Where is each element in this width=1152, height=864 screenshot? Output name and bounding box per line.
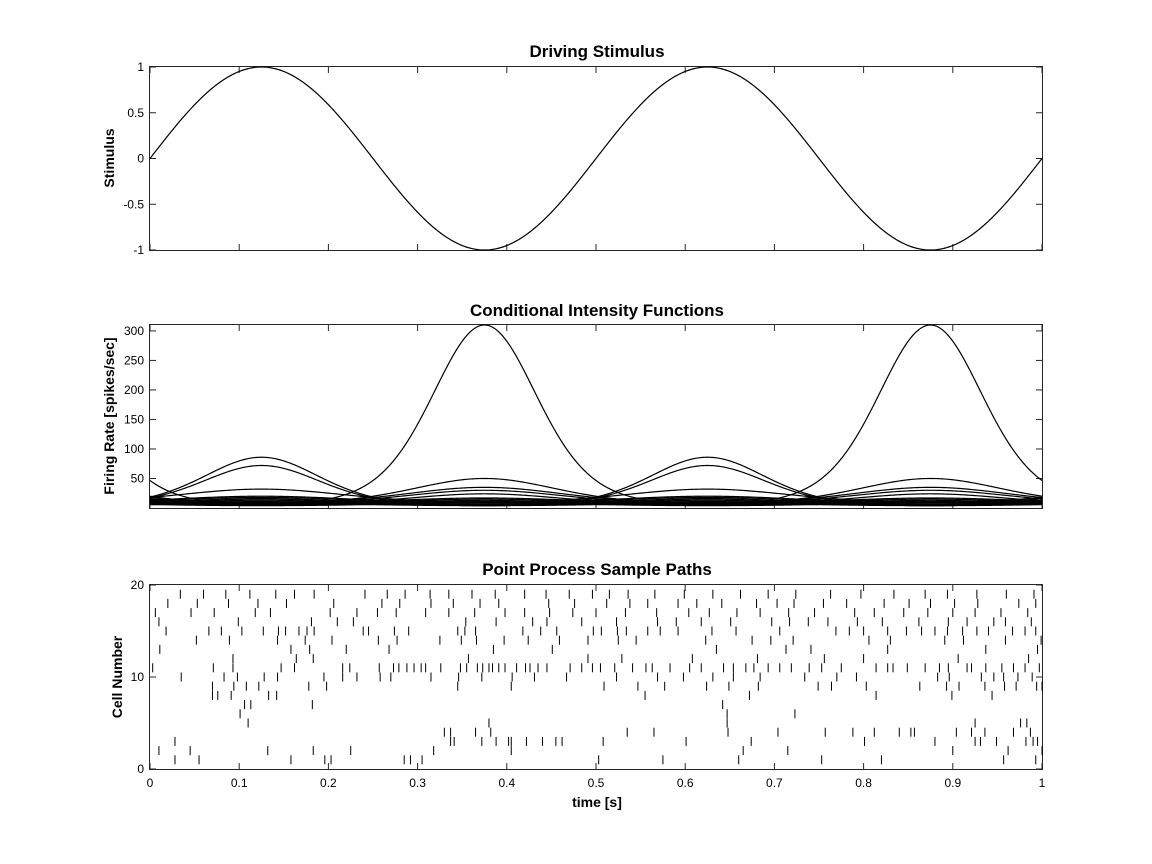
x-tick-label: 1 [1039, 776, 1046, 790]
intensity-title: Conditional Intensity Functions [470, 301, 724, 320]
raster-y-ticks: 0 10 20 [131, 578, 1042, 776]
y-tick-label: 0 [137, 762, 144, 776]
stimulus-ylabel: Stimulus [101, 128, 117, 187]
raster-spikes [152, 589, 1043, 765]
intensity-ylabel: Firing Rate [spikes/sec] [101, 337, 117, 494]
raster-ylabel: Cell Number [109, 635, 125, 718]
x-tick-label: 0.3 [409, 776, 426, 790]
x-tick-label: 0.7 [766, 776, 783, 790]
y-tick-label: 0.5 [127, 106, 144, 120]
y-tick-label: 150 [124, 412, 144, 426]
intensity-series-18 [149, 501, 1043, 506]
panel-raster: Point Process Sample Paths 0 10 20 0 0.1 0.2… [109, 560, 1046, 810]
raster-x-ticks: 0 0.1 0.2 0.3 0.4 0.5 0.6 0.7 0.8 0.9 1 [147, 585, 1046, 790]
x-tick-label: 0.4 [498, 776, 515, 790]
y-tick-label: 50 [131, 471, 145, 485]
y-tick-label: -0.5 [123, 197, 144, 211]
intensity-series-20 [149, 502, 1043, 507]
intensity-y-ticks: 50 100 150 200 250 300 [124, 324, 1043, 508]
raster-title: Point Process Sample Paths [482, 560, 712, 579]
y-tick-label: 10 [131, 670, 145, 684]
y-tick-label: 0 [137, 152, 144, 166]
x-tick-label: 0.6 [677, 776, 694, 790]
y-tick-label: 200 [124, 383, 144, 397]
intensity-series-1 [149, 324, 1043, 505]
x-tick-label: 0.9 [944, 776, 961, 790]
raster-xlabel: time [s] [572, 794, 622, 810]
raster-axes-frame [149, 584, 1043, 770]
stimulus-y-ticks: -1 -0.5 0 0.5 1 [123, 60, 1043, 257]
x-tick-label: 0 [147, 776, 154, 790]
panel-stimulus: Driving Stimulus -1 -0.5 0 0.5 1 Stimulus [101, 42, 1043, 257]
y-tick-label: 1 [137, 60, 144, 74]
panel-intensity: Conditional Intensity Functions 50 100 150… [101, 301, 1043, 509]
y-tick-label: 300 [124, 324, 144, 338]
stimulus-series-line [149, 66, 1043, 251]
y-tick-label: -1 [133, 243, 144, 257]
x-tick-label: 0.1 [231, 776, 248, 790]
x-tick-label: 0.2 [320, 776, 337, 790]
x-tick-label: 0.8 [855, 776, 872, 790]
intensity-axes-frame [149, 324, 1043, 509]
y-tick-label: 100 [124, 442, 144, 456]
intensity-series-16 [149, 500, 1043, 506]
y-tick-label: 20 [131, 578, 145, 592]
y-tick-label: 250 [124, 353, 144, 367]
intensity-series-group [149, 324, 1043, 507]
x-tick-label: 0.5 [588, 776, 605, 790]
stimulus-title: Driving Stimulus [529, 42, 664, 61]
stimulus-axes-frame [149, 66, 1043, 251]
